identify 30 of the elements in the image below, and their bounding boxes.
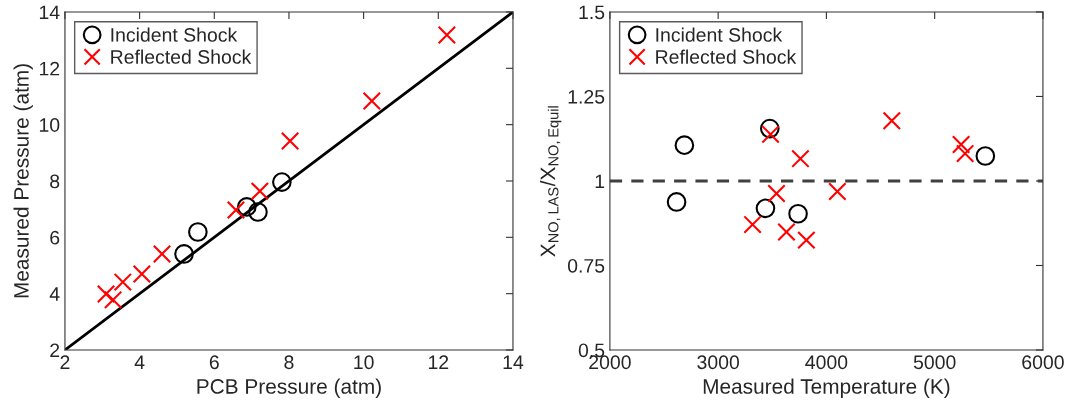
x-axis-title: PCB Pressure (atm) [197,378,381,398]
x-tick-label: 2 [60,355,70,369]
y-tick-label: 10 [39,118,60,132]
x-axis-title: Measured Temperature (K) [703,378,950,398]
legend-label: Incident Shock [656,27,783,42]
y-tick-label: 12 [39,61,60,76]
x-tick-label: 6 [209,355,219,370]
x-tick-label: 5000 [913,355,956,370]
x-tick-label: 4000 [805,355,848,370]
x-tick-label: 3000 [697,355,740,370]
y-tick-label: 8 [50,174,60,189]
y-tick-label: 6 [50,230,60,245]
y-tick-label: 4 [49,287,60,301]
legend-label: Reflected Shock [656,49,797,64]
x-tick-label: 4 [134,355,145,369]
x-tick-label: 6000 [1022,355,1064,370]
x-tick-label: 12 [428,355,449,369]
x-tick-label: 10 [354,355,374,370]
legend-label: Reflected Shock [111,49,252,64]
legend-label: Incident Shock [111,27,238,42]
x-tick-label: 8 [284,355,294,370]
y-tick-label: 14 [39,5,60,20]
y-tick-label: 1.25 [568,89,605,104]
y-tick-label: 1 [595,174,605,189]
y-tick-label: 0.75 [567,258,605,273]
y-tick-label: 1.5 [579,5,605,20]
y-axis-title: Measured Pressure (atm) [13,64,33,298]
x-tick-label: 14 [503,355,524,369]
y-tick-label: 2 [50,343,60,358]
y-axis-title: X$_{NO,LAS}$/X$_{NO,Equil}$ [539,106,562,257]
